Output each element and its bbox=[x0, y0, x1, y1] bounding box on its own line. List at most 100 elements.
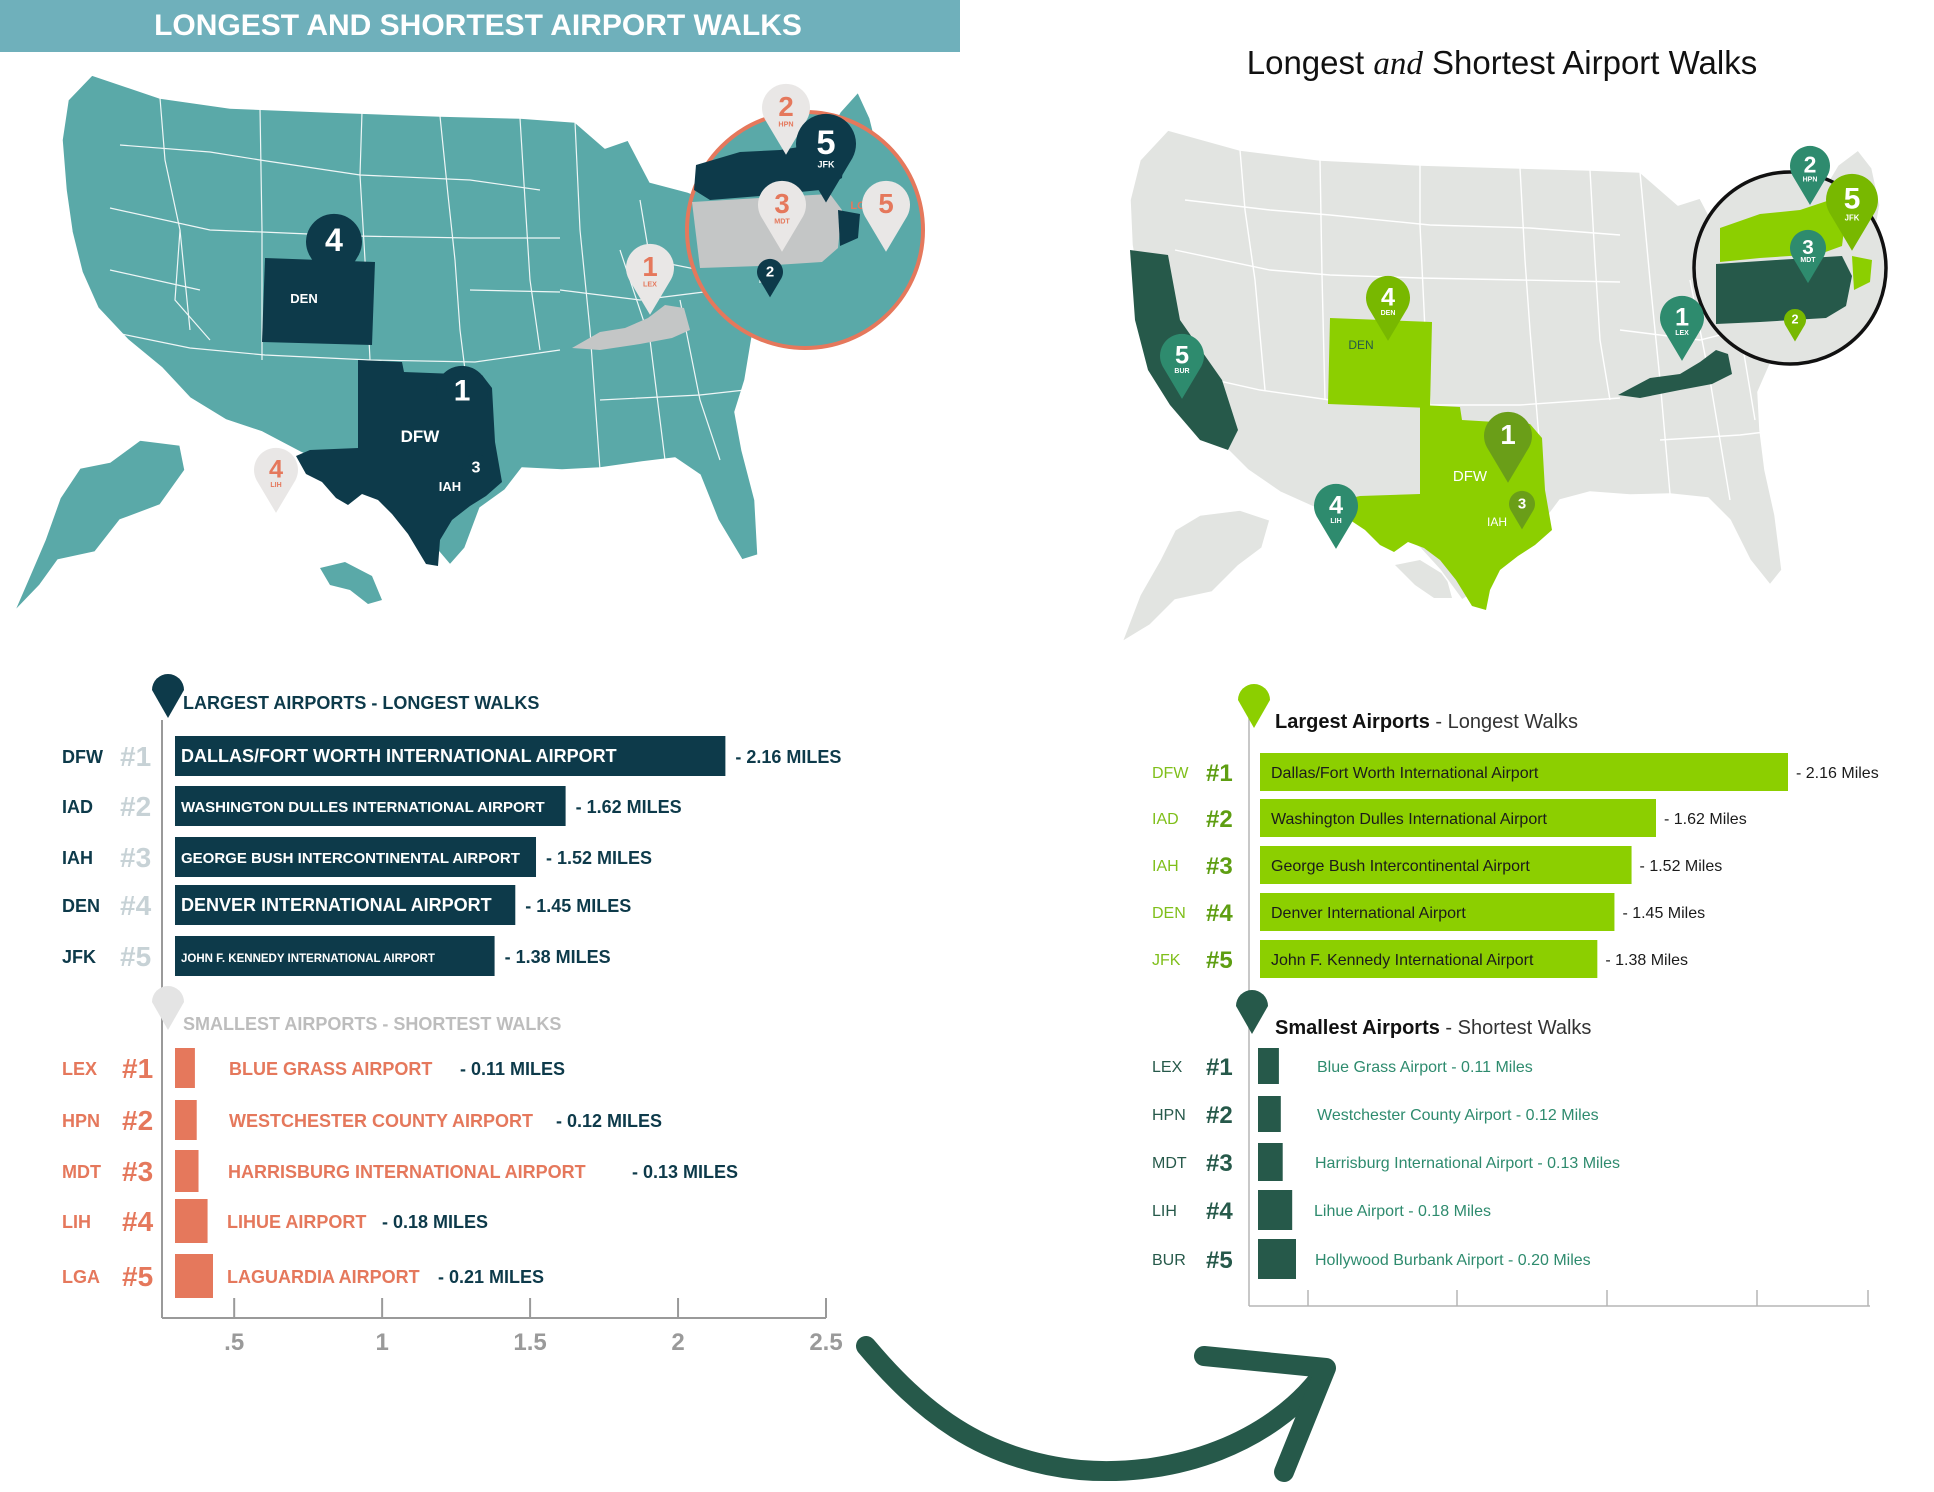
rank-label: #4 bbox=[120, 890, 152, 921]
map-label: DFW bbox=[401, 427, 441, 446]
bar bbox=[1260, 893, 1615, 931]
pin-code: DEN bbox=[1381, 310, 1396, 317]
airport-code: DEN bbox=[62, 896, 100, 916]
bar bbox=[175, 1150, 199, 1192]
alaska-shape-redesign bbox=[1121, 509, 1271, 643]
contiguous-us-shape bbox=[61, 74, 879, 566]
pin-code: BUR bbox=[1174, 368, 1189, 375]
map-pin-icon bbox=[1790, 145, 1831, 205]
bar-name-label: Denver International Airport bbox=[1271, 905, 1466, 922]
map-pin-icon bbox=[1790, 229, 1826, 284]
bar-name-label: Lihue Airport - 0.18 Miles bbox=[1314, 1203, 1491, 1220]
pin-rank: 1 bbox=[454, 375, 471, 408]
pin-code: HPN bbox=[1803, 177, 1818, 184]
pin-code: MDT bbox=[774, 217, 790, 226]
bar bbox=[175, 786, 566, 826]
bar-name-label: Westchester County Airport - 0.12 Miles bbox=[1317, 1107, 1599, 1124]
bar-name-label: JOHN F. KENNEDY INTERNATIONAL AIRPORT bbox=[181, 953, 435, 965]
airport-code: LEX bbox=[1152, 1059, 1183, 1076]
airport-code: BUR bbox=[1152, 1252, 1186, 1269]
bar bbox=[175, 885, 516, 925]
rank-label: #5 bbox=[1206, 1247, 1233, 1274]
pin-code: HPN bbox=[778, 120, 793, 129]
pin-code: LEX bbox=[643, 280, 657, 289]
rank-label: #5 bbox=[1206, 947, 1233, 974]
redesign-map-pin: 3 bbox=[1509, 490, 1536, 530]
pin-rank: 2 bbox=[1804, 152, 1817, 178]
title-part-1: Longest bbox=[1247, 44, 1374, 81]
bar-name-label: Washington Dulles International Airport bbox=[1271, 811, 1548, 828]
rank-label: #1 bbox=[122, 1053, 153, 1084]
map-label: DEN bbox=[1348, 338, 1373, 352]
rank-label: #3 bbox=[1206, 1150, 1233, 1177]
rank-label: #3 bbox=[120, 842, 151, 873]
map-pin-icon bbox=[254, 447, 298, 513]
value-label: - 1.62 Miles bbox=[1664, 811, 1747, 828]
rank-label: #1 bbox=[120, 741, 151, 772]
title-part-2: Shortest Airport Walks bbox=[1423, 44, 1757, 81]
original-panel: LONGEST AND SHORTEST AIRPORT WALKS bbox=[0, 0, 960, 1356]
pin-rank: 3 bbox=[1802, 236, 1814, 259]
pin-code: JFK bbox=[1845, 213, 1860, 222]
map-pin-icon bbox=[862, 180, 910, 252]
colorado-shape-redesign bbox=[1328, 318, 1432, 408]
original-map-pin: 3 bbox=[462, 453, 490, 496]
airport-code: LIH bbox=[1152, 1203, 1177, 1220]
original-map-pin: 4 bbox=[306, 213, 362, 297]
rank-label: #4 bbox=[1206, 1198, 1233, 1225]
airport-code: IAH bbox=[62, 848, 93, 868]
airport-code: DFW bbox=[62, 747, 103, 767]
bar-name-label: DALLAS/FORT WORTH INTERNATIONAL AIRPORT bbox=[181, 746, 617, 766]
map-label: DEN bbox=[290, 291, 317, 306]
value-label: - 0.18 MILES bbox=[382, 1212, 488, 1232]
map-pin-icon bbox=[796, 113, 856, 203]
bar-name-label: WESTCHESTER COUNTY AIRPORT bbox=[229, 1111, 533, 1131]
rank-label: #2 bbox=[1206, 1102, 1233, 1129]
bar-name-label: Hollywood Burbank Airport - 0.20 Miles bbox=[1315, 1252, 1591, 1269]
us-map-original bbox=[13, 74, 925, 613]
airport-code: LGA bbox=[62, 1267, 100, 1287]
airport-code: HPN bbox=[62, 1111, 100, 1131]
map-pin-icon bbox=[1236, 990, 1268, 1034]
airport-code: JFK bbox=[62, 947, 96, 967]
group-title: Largest Airports - Longest Walks bbox=[1275, 711, 1578, 733]
pin-rank: 4 bbox=[1329, 491, 1343, 519]
bar-name-label: DENVER INTERNATIONAL AIRPORT bbox=[181, 895, 492, 915]
pin-rank: 1 bbox=[1500, 419, 1515, 450]
pin-rank: 4 bbox=[325, 222, 343, 258]
airport-code: HPN bbox=[1152, 1107, 1186, 1124]
group-title-rest: - Longest Walks bbox=[1430, 711, 1578, 733]
map-pin-icon bbox=[1509, 490, 1536, 530]
airport-code: LIH bbox=[62, 1212, 91, 1232]
bar bbox=[1258, 1190, 1293, 1230]
pin-rank: 5 bbox=[1175, 341, 1189, 369]
northeast-inset bbox=[685, 110, 925, 350]
airport-code: MDT bbox=[62, 1162, 101, 1182]
bar bbox=[175, 837, 537, 877]
pin-rank: 3 bbox=[472, 459, 481, 477]
pin-rank: 5 bbox=[1844, 183, 1861, 216]
group-title-bold: Smallest Airports bbox=[1275, 1017, 1440, 1039]
x-tick-label: 2.5 bbox=[809, 1329, 842, 1356]
x-tick-label: 1 bbox=[375, 1329, 388, 1356]
value-label: - 1.45 MILES bbox=[525, 896, 631, 916]
alaska-shape bbox=[13, 439, 186, 613]
rank-label: #5 bbox=[122, 1261, 153, 1292]
redesign-bar-chart: Largest Airports - Longest Walks DFW #1 Dal… bbox=[1152, 684, 1879, 1307]
bar-name-label: WASHINGTON DULLES INTERNATIONAL AIRPORT bbox=[181, 799, 545, 816]
map-pin-icon bbox=[152, 674, 184, 718]
value-label: - 1.45 Miles bbox=[1622, 905, 1705, 922]
map-pin-icon bbox=[1484, 411, 1532, 483]
bar-name-label: GEORGE BUSH INTERCONTINENTAL AIRPORT bbox=[181, 850, 520, 867]
